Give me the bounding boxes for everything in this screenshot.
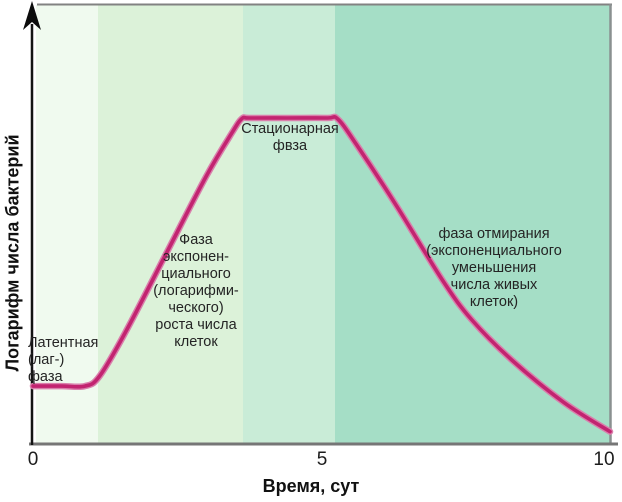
x-tick-0: 0: [27, 449, 39, 470]
label-exponential-phase: Фаза экспонен-циального (логарифми-ческого…: [153, 232, 239, 350]
label-lag-phase: Латентная (лаг-) фаза: [28, 335, 99, 385]
band-exponential-phase: [98, 5, 243, 444]
plot-area: [36, 5, 611, 444]
x-tick-5: 5: [316, 449, 328, 470]
y-axis-title: Логарифм числа бактерий: [2, 134, 23, 372]
x-tick-10: 10: [593, 449, 615, 470]
label-death-phase: фаза отмирания (экспоненциального уменьшен…: [426, 226, 562, 310]
label-stationary-phase: Стационарная фвза: [241, 121, 339, 154]
band-death-phase: [335, 5, 611, 444]
band-stationary-phase: [243, 5, 335, 444]
x-axis-title: Время, сут: [262, 476, 360, 496]
